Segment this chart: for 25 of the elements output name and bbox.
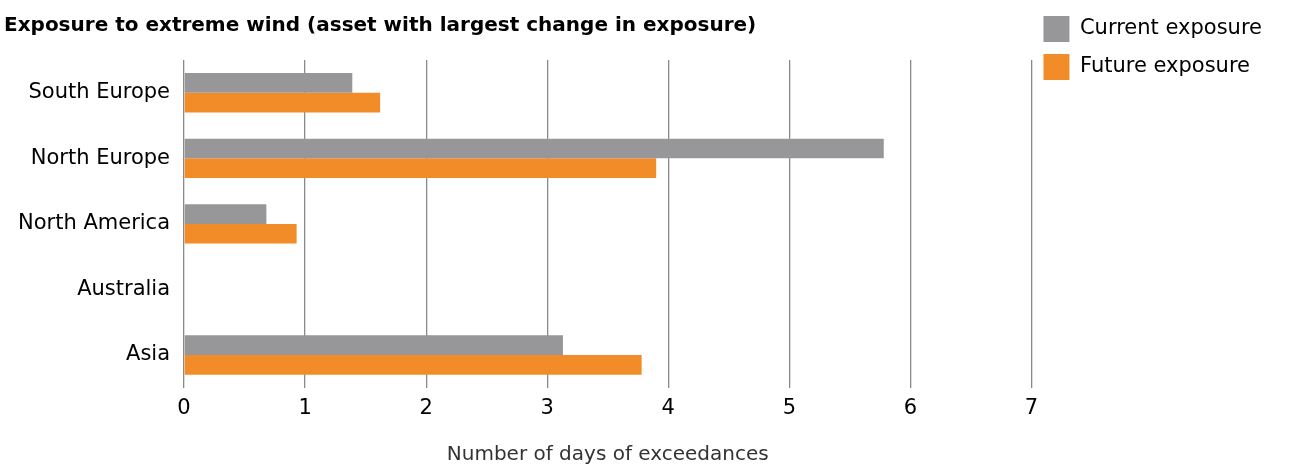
bar bbox=[184, 223, 297, 244]
legend-label: Current exposure bbox=[1079, 15, 1263, 40]
x-tick-label: 2 bbox=[419, 394, 433, 419]
bar bbox=[184, 92, 381, 113]
y-tick-label: North Europe bbox=[30, 144, 171, 169]
bar bbox=[184, 355, 642, 375]
x-tick-label: 7 bbox=[1024, 394, 1039, 419]
bar bbox=[184, 73, 353, 93]
bar bbox=[184, 158, 657, 179]
x-tick-label: 3 bbox=[540, 394, 554, 419]
y-tick-label: Australia bbox=[77, 275, 171, 300]
y-tick-label: South Europe bbox=[28, 79, 171, 104]
x-tick-label: 5 bbox=[782, 394, 797, 419]
x-axis-title: Number of days of exceedances bbox=[446, 441, 769, 466]
x-tick-label: 4 bbox=[661, 394, 675, 419]
y-tick-label: Asia bbox=[126, 341, 171, 366]
bar bbox=[184, 204, 267, 224]
bar bbox=[184, 335, 563, 356]
y-tick-label: North America bbox=[17, 210, 171, 235]
bar bbox=[184, 138, 884, 159]
x-tick-label: 6 bbox=[903, 394, 918, 419]
x-tick-label: 1 bbox=[298, 394, 312, 419]
legend-label: Future exposure bbox=[1079, 53, 1251, 78]
chart-title: Exposure to extreme wind (asset with largest change in exposure) bbox=[4, 12, 757, 37]
x-tick-label: 0 bbox=[177, 394, 191, 419]
